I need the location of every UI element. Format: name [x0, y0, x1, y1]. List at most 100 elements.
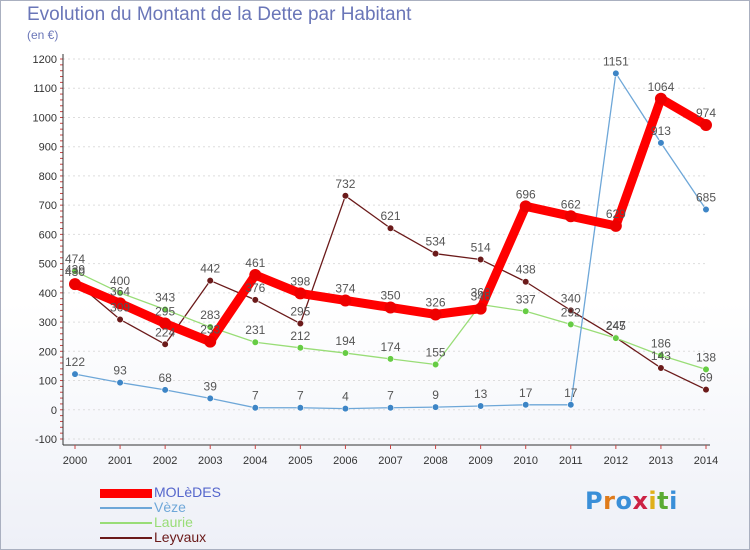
data-point: [114, 297, 127, 310]
data-point: [431, 403, 440, 411]
data-label: 4: [342, 390, 349, 404]
logo-letter: o: [615, 487, 633, 515]
data-point: [206, 323, 214, 331]
data-point: [204, 335, 217, 348]
data-point: [341, 405, 350, 413]
data-label: 343: [155, 291, 175, 305]
legend-swatch: [100, 488, 152, 498]
data-point: [522, 278, 530, 286]
data-label: 514: [471, 241, 491, 255]
data-label: 629: [606, 207, 626, 221]
data-point: [339, 294, 352, 307]
y-tick-label: 200: [39, 346, 57, 358]
x-tick-label: 2005: [288, 455, 312, 467]
data-label: 186: [651, 336, 671, 350]
data-label: 7: [387, 389, 394, 403]
x-tick-label: 2011: [559, 455, 583, 467]
data-point: [206, 276, 214, 285]
data-label: 398: [290, 274, 310, 288]
data-point: [386, 404, 395, 412]
data-label: 442: [200, 262, 220, 276]
data-label: 337: [516, 292, 536, 306]
data-label: 295: [155, 305, 175, 319]
data-label: 212: [290, 329, 310, 343]
y-tick-label: 900: [39, 142, 57, 154]
logo-letter: t: [657, 487, 670, 515]
data-label: 430: [65, 265, 85, 279]
data-label: 326: [426, 295, 446, 309]
data-point: [294, 287, 307, 300]
data-point: [249, 269, 262, 282]
x-tick-label: 2001: [108, 455, 132, 467]
data-point: [567, 401, 575, 409]
x-tick-label: 2003: [198, 455, 222, 467]
data-point: [251, 296, 259, 304]
data-point: [384, 301, 397, 314]
data-label: 474: [65, 252, 85, 266]
data-label: 283: [200, 308, 220, 322]
data-point: [161, 386, 169, 394]
data-label: 93: [113, 364, 127, 378]
data-label: 245: [606, 319, 626, 333]
data-label: 346: [471, 290, 491, 304]
y-tick-label: 0: [51, 405, 57, 417]
data-point: [657, 351, 665, 360]
data-label: 438: [516, 263, 536, 277]
data-label: 364: [110, 284, 130, 298]
chart-subtitle: (en €): [27, 28, 59, 42]
data-label: 974: [696, 106, 716, 120]
data-point: [567, 306, 575, 314]
y-tick-label: 1200: [33, 54, 57, 66]
x-tick-label: 2013: [649, 455, 673, 467]
logo-letter: x: [632, 487, 649, 515]
data-point: [431, 250, 440, 258]
data-point: [654, 92, 667, 105]
y-tick-label: 600: [39, 229, 57, 241]
data-label: 39: [204, 379, 218, 393]
y-tick-label: 100: [39, 376, 57, 388]
data-label: 143: [651, 349, 671, 363]
data-label: 174: [380, 340, 400, 354]
x-tick-label: 2009: [468, 455, 492, 467]
data-point: [386, 355, 395, 363]
data-label: 376: [245, 281, 265, 295]
data-point: [700, 119, 712, 132]
series-Laurie: [71, 267, 710, 374]
data-point: [251, 404, 259, 412]
data-point: [69, 278, 81, 291]
data-point: [161, 340, 169, 348]
data-label: 7: [252, 389, 259, 403]
data-label: 309: [110, 300, 130, 314]
data-label: 662: [561, 197, 581, 211]
data-label: 247: [606, 319, 626, 333]
legend-swatch: [100, 537, 152, 539]
data-point: [612, 69, 620, 77]
data-label: 534: [426, 235, 446, 249]
x-tick-label: 2008: [423, 455, 447, 467]
data-point: [702, 365, 710, 374]
data-label: 231: [245, 323, 265, 337]
data-label: 696: [516, 187, 536, 201]
data-label: 913: [651, 124, 671, 138]
data-label: 13: [474, 387, 488, 401]
data-point: [564, 210, 577, 223]
data-point: [161, 305, 169, 314]
y-tick-label: -100: [35, 434, 57, 446]
data-label: 233: [200, 323, 220, 337]
y-tick-label: 400: [39, 288, 57, 300]
logo-letter: P: [585, 487, 604, 515]
legend-swatch: [100, 522, 152, 524]
data-point: [71, 370, 79, 378]
data-label: 374: [335, 281, 355, 295]
x-tick-label: 2012: [604, 455, 628, 467]
legend-label: MOLèDES: [154, 484, 221, 500]
y-tick-label: 300: [39, 317, 57, 329]
data-point: [159, 317, 172, 330]
x-tick-label: 2004: [243, 455, 267, 467]
x-tick-label: 2006: [333, 455, 357, 467]
y-tick-label: 700: [39, 200, 57, 212]
data-point: [609, 219, 622, 232]
data-label: 122: [65, 355, 85, 369]
